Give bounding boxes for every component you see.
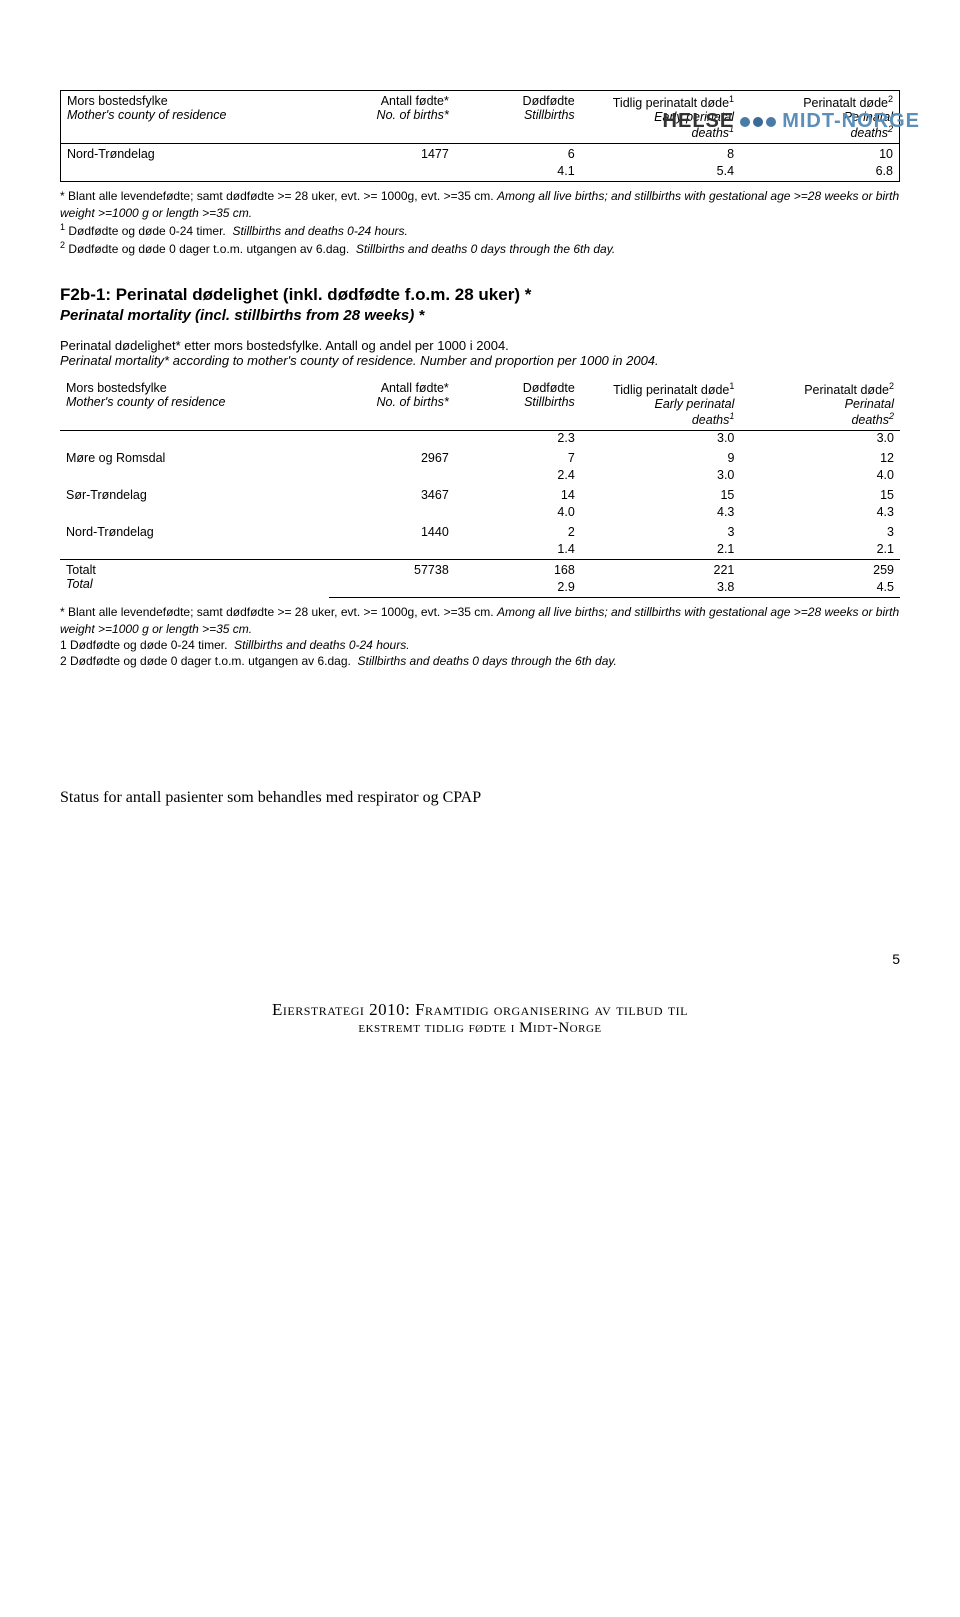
table-row-total: Totalt Total 57738 168 221 259 <box>60 560 900 581</box>
logo-text-left: HELSE <box>663 110 735 133</box>
table-row: Nord-Trøndelag 1440 2 3 3 <box>60 522 900 542</box>
table-row-rate: 2.3 3.0 3.0 <box>60 431 900 449</box>
t1-h4top: Tidlig perinatalt døde <box>613 96 729 110</box>
table-row-rate: 1.4 2.1 2.1 <box>60 542 900 560</box>
footnote-2: * Blant alle levendefødte; samt dødfødte… <box>60 604 900 669</box>
footnote-1: * Blant alle levendefødte; samt dødfødte… <box>60 188 900 257</box>
table-2: Mors bostedsfylke Mother's county of res… <box>60 378 900 598</box>
t1-h3b: Stillbirths <box>461 108 575 122</box>
table-row: Nord-Trøndelag 1477 6 8 10 <box>61 144 900 165</box>
status-heading: Status for antall pasienter som behandle… <box>60 789 900 807</box>
page-footer: Eierstrategi 2010: Framtidig organiserin… <box>0 1000 960 1037</box>
t1-h1b: Mother's county of residence <box>67 108 323 122</box>
table-1: Mors bostedsfylke Mother's county of res… <box>60 90 900 182</box>
footer-line-1: Eierstrategi 2010: Framtidig organiserin… <box>0 1000 960 1020</box>
brand-logo: HELSE MIDT-NORGE <box>663 110 920 133</box>
page-number: 5 <box>892 951 900 967</box>
section-title: F2b-1: Perinatal dødelighet (inkl. dødfø… <box>60 285 900 305</box>
table-row-rate: 4.1 5.4 6.8 <box>61 164 900 182</box>
t1-h5top: Perinatalt døde <box>803 96 888 110</box>
table-row-rate: 2.4 3.0 4.0 <box>60 468 900 485</box>
logo-text-right: MIDT-NORGE <box>782 110 920 133</box>
table-caption: Perinatal dødelighet* etter mors bosteds… <box>60 338 900 368</box>
t1-h2a: Antall fødte* <box>381 94 449 108</box>
logo-dots <box>740 117 776 127</box>
section-subtitle: Perinatal mortality (incl. stillbirths f… <box>60 307 900 324</box>
table-row: Sør-Trøndelag 3467 14 15 15 <box>60 485 900 505</box>
table-row: Møre og Romsdal 2967 7 9 12 <box>60 448 900 468</box>
t1-h2b: No. of births* <box>335 108 449 122</box>
t1-h1a: Mors bostedsfylke <box>67 94 168 108</box>
table-row-rate: 4.0 4.3 4.3 <box>60 505 900 522</box>
footer-line-2: ekstremt tidlig fødte i Midt-Norge <box>0 1020 960 1037</box>
t1-h3a: Dødfødte <box>523 94 575 108</box>
